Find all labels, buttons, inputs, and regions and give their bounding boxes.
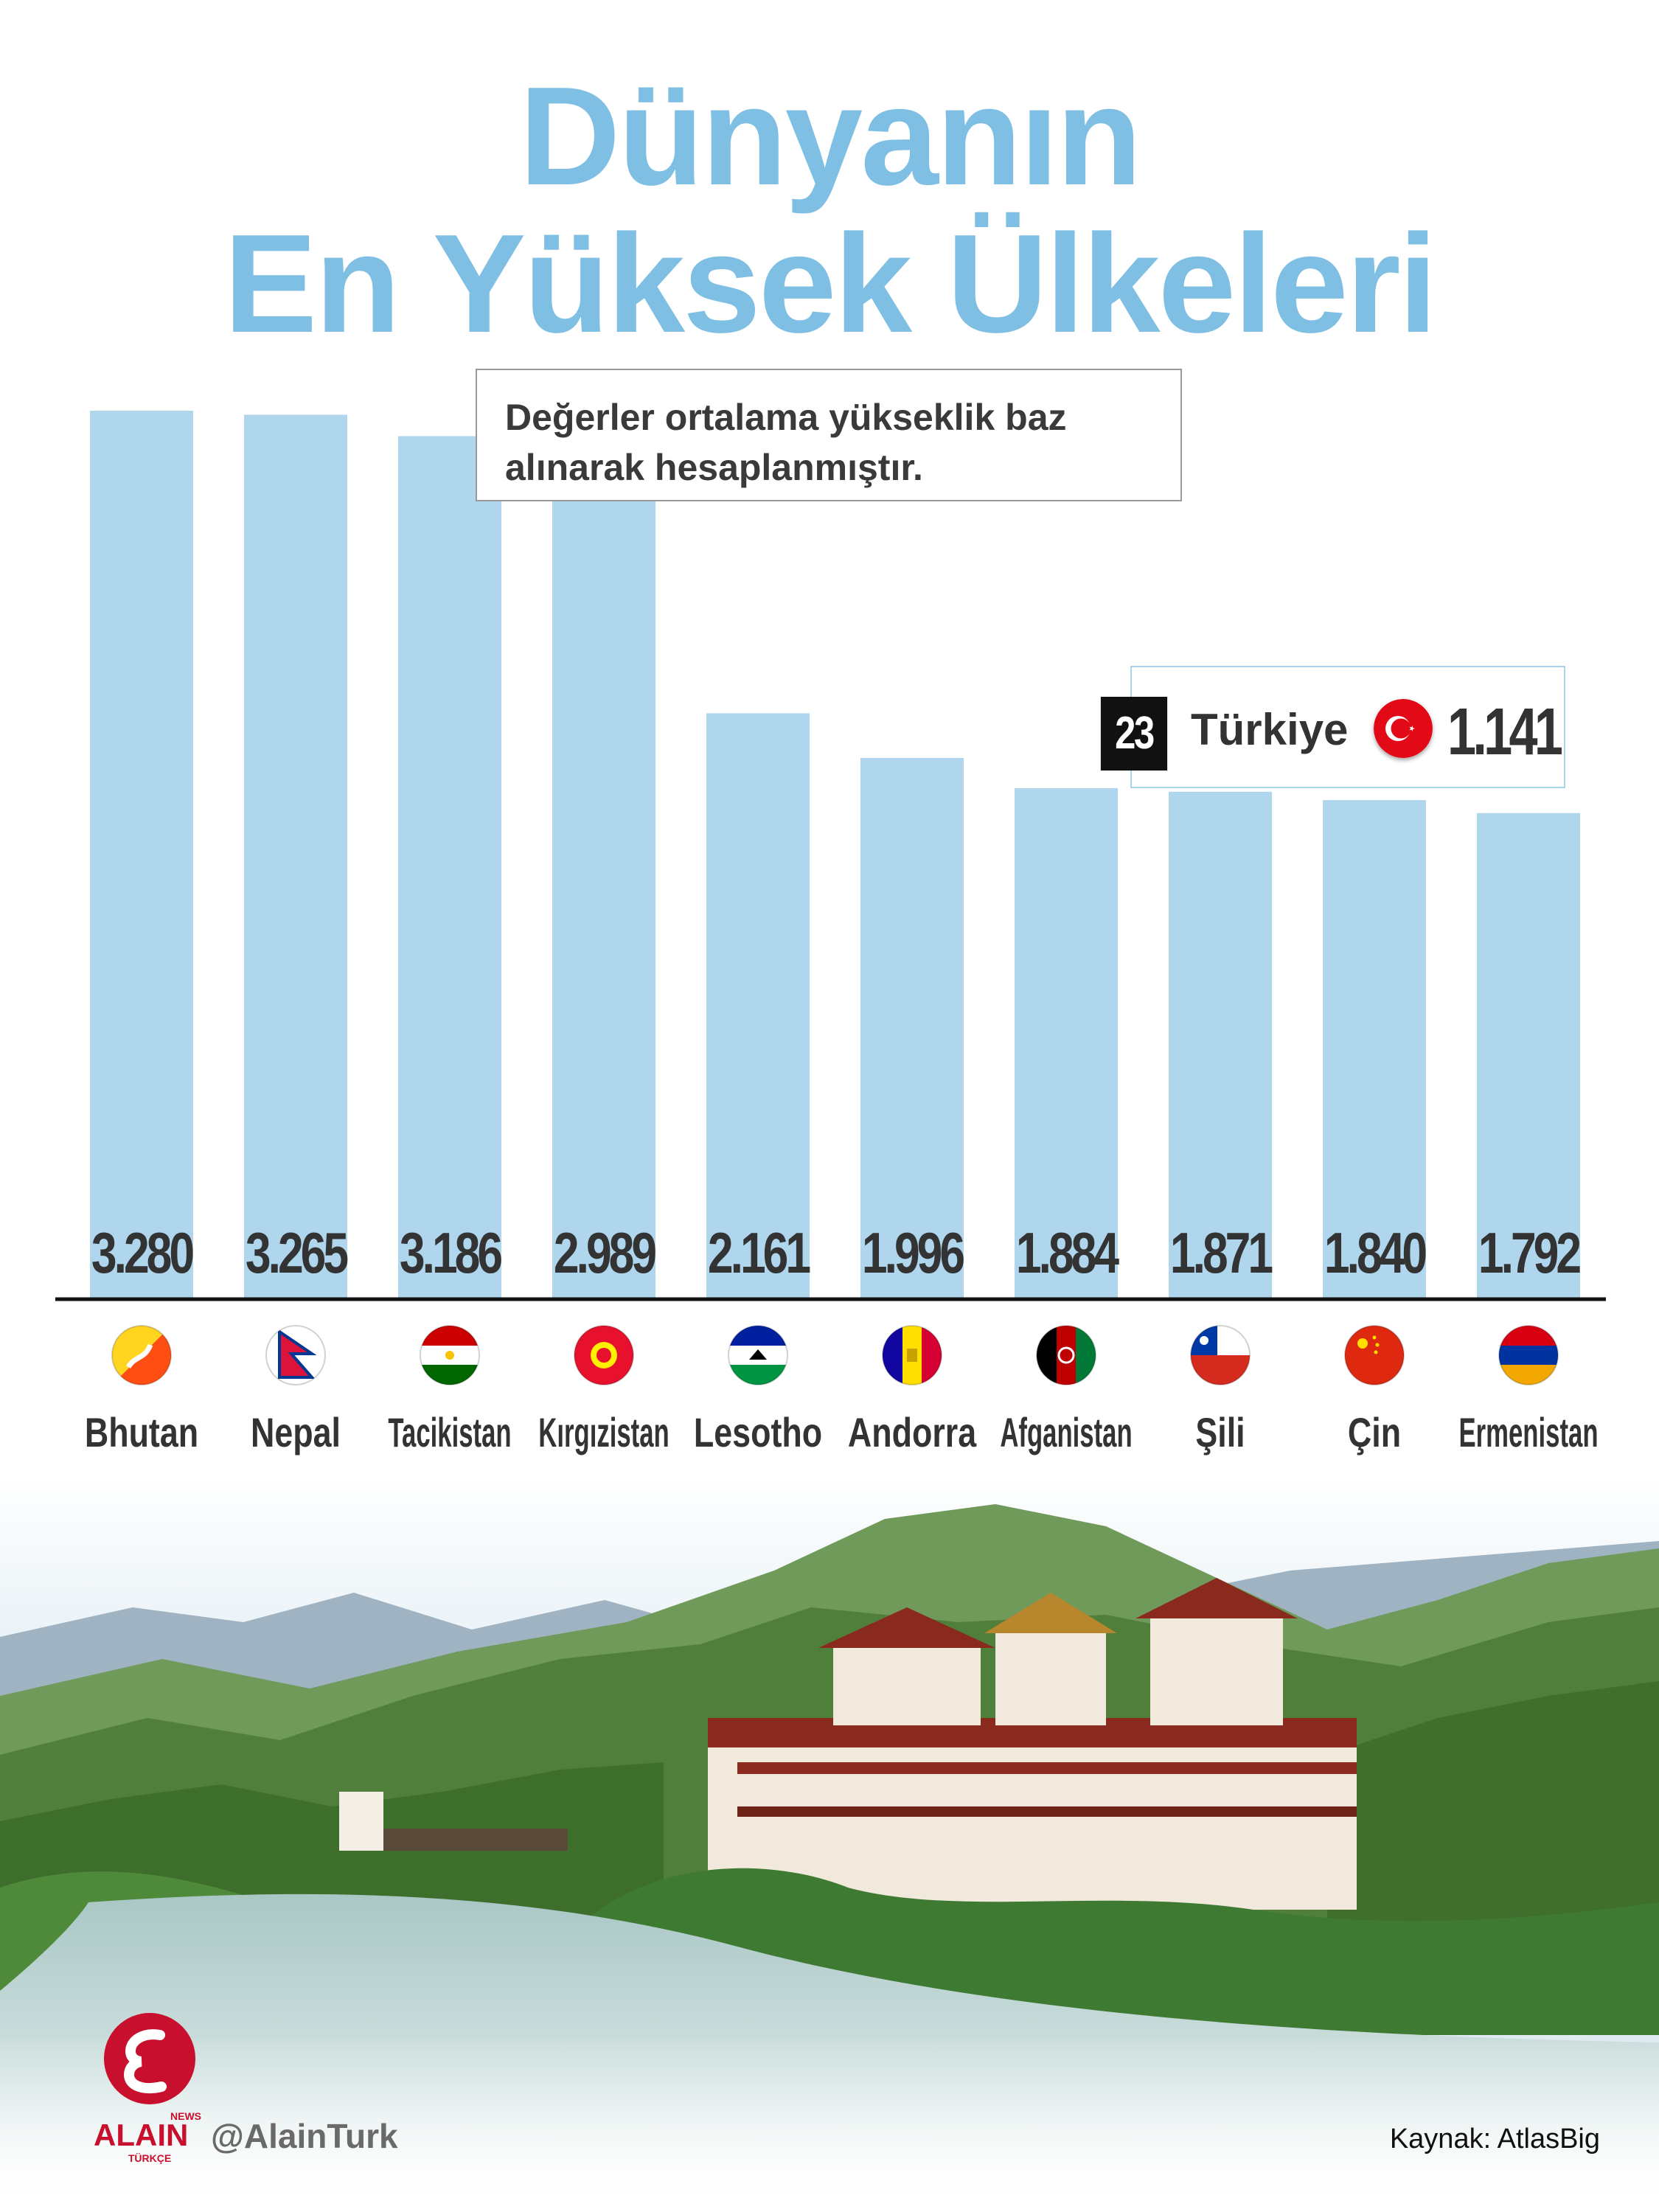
value-label-6: 1.884 <box>1016 1220 1119 1284</box>
source-label: Kaynak: AtlasBig <box>1389 2124 1600 2154</box>
afghanistan-flag-icon <box>1036 1325 1096 1385</box>
bar-3 <box>552 489 655 1298</box>
category-label-6: Afganistan <box>1000 1410 1132 1456</box>
logo-turkce-text: TÜRKÇE <box>128 2152 171 2164</box>
turkey-highlight-box: 23 Türkiye 1.141 <box>1100 666 1565 788</box>
category-label-1: Nepal <box>251 1409 341 1455</box>
value-label-9: 1.792 <box>1478 1220 1580 1284</box>
value-label-2: 3.186 <box>400 1220 501 1284</box>
armenia-flag-icon <box>1498 1325 1559 1385</box>
bar-4 <box>706 713 810 1298</box>
social-handle: @AlainTurk <box>211 2117 398 2155</box>
bar-0 <box>90 411 193 1298</box>
value-label-5: 1.996 <box>862 1220 964 1284</box>
chart-title-line1: Dünyanın <box>519 58 1142 215</box>
bar-6 <box>1015 788 1118 1298</box>
bhutan-flag-icon <box>111 1325 172 1385</box>
category-label-5: Andorra <box>848 1409 977 1455</box>
bar-9 <box>1477 813 1580 1298</box>
china-flag-icon <box>1344 1325 1405 1385</box>
category-label-7: Şili <box>1195 1409 1245 1455</box>
category-label-2: Tacikistan <box>388 1410 511 1456</box>
bar-8 <box>1323 800 1426 1298</box>
value-label-8: 1.840 <box>1324 1220 1426 1284</box>
category-label-8: Çin <box>1348 1409 1401 1455</box>
value-label-3: 2.989 <box>554 1220 655 1284</box>
category-label-0: Bhutan <box>85 1409 198 1455</box>
alain-logo: NEWS ALAIN TÜRKÇE <box>94 2013 201 2164</box>
logo-alain-text: ALAIN <box>94 2118 188 2152</box>
turkey-value-label: 1.141 <box>1447 695 1563 769</box>
bar-5 <box>860 757 964 1298</box>
value-label-4: 2.161 <box>708 1220 810 1284</box>
value-label-7: 1.871 <box>1170 1220 1273 1284</box>
lesotho-flag-icon <box>728 1325 788 1385</box>
bhutan-landscape-illustration <box>0 1475 1659 2212</box>
note-box: Değerler ortalama yükseklik baz alınarak… <box>476 369 1182 501</box>
kyrgyzstan-flag-icon <box>574 1325 634 1385</box>
category-label-9: Ermenistan <box>1458 1410 1598 1456</box>
tajikistan-flag-icon <box>420 1325 480 1385</box>
bar-7 <box>1169 791 1272 1298</box>
value-label-0: 3.280 <box>91 1220 193 1284</box>
category-label-4: Lesotho <box>694 1409 822 1455</box>
bar-1 <box>244 414 347 1298</box>
turkey-rank-badge: 23 <box>1100 697 1168 771</box>
logo-news-text: NEWS <box>170 2110 201 2122</box>
bar-2 <box>398 436 501 1298</box>
category-label-3: Kırgızistan <box>538 1410 669 1456</box>
value-label-1: 3.265 <box>246 1220 348 1284</box>
turkey-country-label: Türkiye <box>1191 705 1349 754</box>
chile-flag-icon <box>1190 1325 1251 1385</box>
nepal-flag-icon <box>265 1325 326 1385</box>
andorra-flag-icon <box>882 1325 942 1385</box>
turkey-flag-icon <box>1374 699 1433 758</box>
chart-title-line2: En Yüksek Ülkeleri <box>223 206 1438 362</box>
bar-chart: 3.280 3.265 3.186 2.989 2.161 1.996 1.884 1.871… <box>55 411 1606 1456</box>
